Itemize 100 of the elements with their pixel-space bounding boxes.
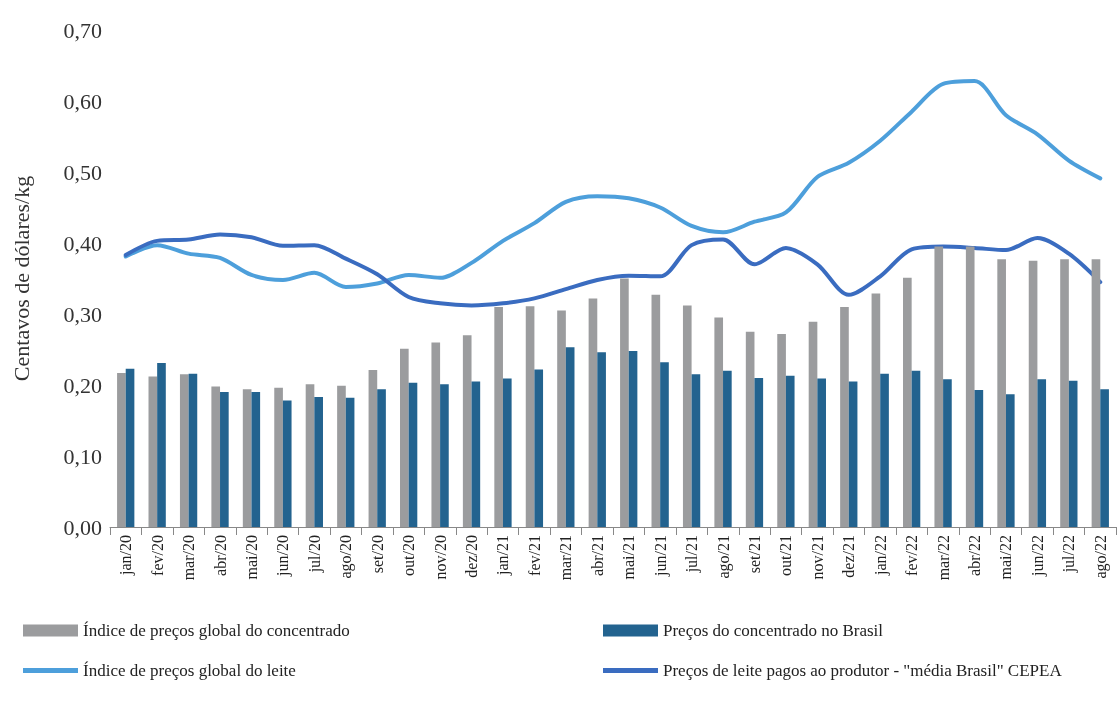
- x-tick-label: mar/21: [557, 535, 575, 581]
- bar: [314, 397, 323, 527]
- legend-label: Preços de leite pagos ao produtor - "média Brasil" CEPEA: [663, 661, 1063, 680]
- bar: [880, 373, 889, 527]
- bar: [345, 397, 355, 527]
- bar: [188, 373, 198, 527]
- bar: [1060, 259, 1069, 527]
- x-tick-label: jul/22: [1060, 535, 1079, 574]
- bar: [565, 347, 575, 527]
- bar: [157, 362, 166, 527]
- bar: [534, 369, 544, 527]
- bar: [471, 381, 481, 527]
- bar: [1005, 394, 1015, 527]
- bar: [934, 246, 944, 527]
- x-tick-label: fev/22: [903, 535, 921, 576]
- bar: [220, 392, 229, 527]
- x-tick-label: ago/21: [714, 535, 733, 579]
- y-tick-label: 0,00: [63, 514, 102, 540]
- bar: [1037, 379, 1047, 527]
- bar: [557, 310, 566, 527]
- bar: [597, 352, 606, 527]
- bar: [628, 350, 638, 527]
- bar: [660, 362, 669, 527]
- bar: [817, 378, 826, 527]
- x-tick-label: dez/21: [840, 535, 858, 578]
- x-tick-label: set/21: [745, 535, 763, 574]
- x-tick-label: set/20: [368, 535, 386, 574]
- x-tick-label: jan/20: [117, 535, 136, 576]
- x-tick-label: out/20: [400, 535, 418, 576]
- y-tick-label: 0,60: [63, 88, 102, 114]
- y-axis-title: Centavos de dólares/kg: [8, 175, 34, 382]
- bar: [408, 382, 418, 527]
- bar: [242, 389, 252, 527]
- bar: [305, 384, 315, 527]
- bar: [754, 377, 764, 527]
- bar: [871, 293, 881, 527]
- x-tick-label: jul/21: [683, 535, 702, 574]
- bar: [125, 368, 135, 527]
- bar: [808, 321, 818, 527]
- bar: [745, 331, 755, 527]
- x-tick-label: mar/22: [934, 535, 952, 581]
- bar: [997, 259, 1006, 527]
- bar: [211, 386, 221, 527]
- bar: [525, 306, 535, 527]
- bar: [1068, 380, 1078, 527]
- line-series: [123, 232, 1103, 308]
- bar: [502, 378, 512, 527]
- bar: [117, 372, 126, 527]
- x-tick-label: fev/21: [525, 535, 543, 576]
- x-tick-label: jun/21: [651, 535, 670, 577]
- x-tick-label: abr/21: [588, 535, 606, 576]
- bar: [179, 374, 189, 527]
- bar: [965, 246, 975, 527]
- legend-label: Índice de preços global do leite: [83, 661, 296, 680]
- x-tick-label: jun/20: [274, 535, 293, 577]
- bar: [400, 348, 409, 527]
- y-tick-label: 0,50: [63, 159, 102, 185]
- legend-label: Preços do concentrado no Brasil: [663, 621, 884, 640]
- bar: [588, 298, 598, 527]
- x-tick-label: mar/20: [180, 535, 198, 581]
- x-tick-label: dez/20: [463, 535, 481, 578]
- x-tick-label: abr/20: [211, 535, 229, 576]
- y-tick-label: 0,30: [63, 301, 102, 327]
- bar: [723, 370, 732, 527]
- x-tick-label: jul/20: [305, 535, 324, 574]
- bar: [377, 389, 386, 527]
- bar: [251, 392, 261, 527]
- bar: [682, 305, 692, 527]
- x-tick-label: jan/21: [494, 535, 513, 576]
- bar: [337, 385, 346, 527]
- bar: [714, 317, 724, 527]
- x-tick-label: ago/20: [337, 535, 356, 579]
- y-tick-label: 0,10: [63, 443, 102, 469]
- y-tick-label: 0,20: [63, 372, 102, 398]
- bar: [903, 277, 912, 527]
- bar: [1100, 389, 1109, 527]
- bar: [282, 400, 292, 527]
- bar: [943, 379, 952, 527]
- bar: [785, 375, 795, 527]
- x-tick-label: out/21: [777, 535, 795, 576]
- x-tick-label: mai/21: [620, 535, 638, 580]
- x-tick-label: abr/22: [966, 535, 984, 576]
- bar: [462, 335, 472, 527]
- bar: [840, 306, 849, 527]
- bar: [777, 333, 786, 527]
- bar: [274, 387, 283, 527]
- bar: [911, 370, 921, 527]
- x-tick-label: jan/22: [871, 535, 890, 576]
- bar: [848, 381, 858, 527]
- bar: [148, 376, 158, 527]
- x-tick-label: ago/22: [1091, 535, 1110, 579]
- bar: [368, 370, 378, 527]
- x-tick-label: nov/20: [431, 535, 449, 580]
- x-tick-label: mai/20: [242, 535, 260, 580]
- bar: [494, 306, 503, 527]
- bar: [1091, 259, 1101, 527]
- bar: [620, 278, 629, 527]
- legend-label: Índice de preços global do concentrado: [83, 621, 350, 640]
- bar: [431, 342, 441, 527]
- line-series: [123, 79, 1103, 290]
